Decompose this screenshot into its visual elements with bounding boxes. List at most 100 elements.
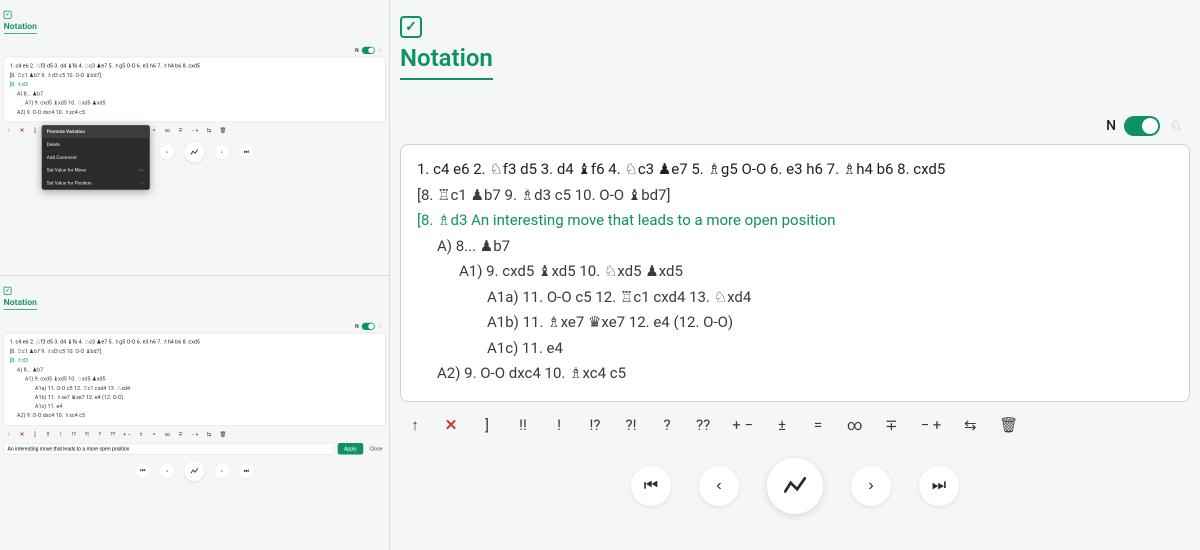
promote-icon[interactable]: ↑ <box>408 416 422 434</box>
anno-unclear[interactable]: ∞ <box>847 416 862 434</box>
anno-question[interactable]: ? <box>97 431 102 437</box>
anno-equal[interactable]: = <box>152 127 157 133</box>
anno-interesting[interactable]: !? <box>71 431 76 437</box>
first-button[interactable]: ⏮ <box>135 464 149 478</box>
variation-A1[interactable]: A1) 9. cxd5 ♝xd5 10. ♘xd5 ♟xd5 <box>10 98 380 107</box>
main-line[interactable]: 1. c4 e6 2. ♘f3 d5 3. d4 ♝f6 4. ♘c3 ♟e7 … <box>10 62 380 71</box>
promote-icon[interactable]: ↑ <box>6 431 11 437</box>
ctx-set-value-move[interactable]: Set Value for Move?! > <box>42 164 150 177</box>
anno-double-excl[interactable]: !! <box>45 431 50 437</box>
variation-A[interactable]: A) 8... ♟b7 <box>10 89 380 98</box>
anno-unclear[interactable]: ∞ <box>165 127 171 133</box>
toggle-label: N <box>355 324 359 330</box>
promote-icon[interactable]: ↑ <box>6 127 11 133</box>
variation-A[interactable]: A) 8... ♟b7 <box>10 365 380 374</box>
variation-A2[interactable]: A2) 9. O-O dxc4 10. ♗xc4 c5 <box>10 107 380 116</box>
last-button[interactable]: ⏭ <box>239 145 253 159</box>
anno-equal[interactable]: = <box>152 431 157 437</box>
anno-losing[interactable]: − + <box>191 431 198 437</box>
last-button[interactable]: ⏭ <box>919 466 959 506</box>
variation-A1c[interactable]: A1c) 11. e4 <box>417 336 1173 362</box>
variation-A2[interactable]: A2) 9. O-O dxc4 10. ♗xc4 c5 <box>10 411 380 420</box>
trash-icon[interactable]: 🗑 <box>219 127 226 133</box>
anno-losing[interactable]: − + <box>920 416 941 434</box>
prev-button[interactable]: ‹ <box>160 464 174 478</box>
anno-dubious[interactable]: ?! <box>84 431 89 437</box>
anno-winning[interactable]: + − <box>732 416 753 434</box>
variation-A1a[interactable]: A1a) 11. O-O c5 12. ♖c1 cxd4 13. ♘xd4 <box>10 383 380 392</box>
delete-icon[interactable]: ✕ <box>19 127 24 133</box>
delete-icon[interactable]: ✕ <box>444 416 458 434</box>
apply-button[interactable]: Apply <box>338 443 364 455</box>
close-button[interactable]: Close <box>367 443 386 455</box>
variation-A1b[interactable]: A1b) 11. ♗xe7 ♛xe7 12. e4 (12. O-O) <box>10 393 380 402</box>
toggle-label: N <box>1106 118 1116 134</box>
trash-icon[interactable]: 🗑 <box>219 431 226 437</box>
anno-plus-equal[interactable]: ± <box>139 431 144 437</box>
comment-editor: Apply Close <box>4 443 386 455</box>
toggle-label: N <box>355 48 359 54</box>
anno-excl[interactable]: ! <box>552 416 566 434</box>
anno-blunder[interactable]: ?? <box>110 431 115 437</box>
anno-losing[interactable]: − + <box>191 127 198 133</box>
anno-dubious[interactable]: ?! <box>624 416 638 434</box>
graph-button[interactable] <box>184 461 204 481</box>
anno-minus-equal[interactable]: ∓ <box>178 431 183 437</box>
anno-blunder[interactable]: ?? <box>696 416 710 434</box>
next-button[interactable]: › <box>215 464 229 478</box>
ctx-delete[interactable]: Delete› <box>42 138 150 151</box>
delete-icon[interactable]: ✕ <box>19 431 24 437</box>
graph-button[interactable] <box>184 142 204 162</box>
variation-A1b[interactable]: A1b) 11. ♗xe7 ♛xe7 12. e4 (12. O-O) <box>417 310 1173 336</box>
next-button[interactable]: › <box>851 466 891 506</box>
anno-winning[interactable]: + − <box>123 431 130 437</box>
anno-unclear[interactable]: ∞ <box>165 431 171 437</box>
anno-minus-equal[interactable]: ∓ <box>884 416 898 434</box>
close-bracket-icon[interactable]: ] <box>32 431 37 437</box>
variation-A1[interactable]: A1) 9. cxd5 ♝xd5 10. ♘xd5 ♟xd5 <box>417 259 1173 285</box>
variation-green[interactable]: [8. ♗d3 <box>10 356 380 365</box>
main-line[interactable]: 1. c4 e6 2. ♘f3 d5 3. d4 ♝f6 4. ♘c3 ♟e7 … <box>417 157 1173 183</box>
anno-swap[interactable]: ⇆ <box>963 416 977 434</box>
prev-button[interactable]: ‹ <box>699 466 739 506</box>
variation-A2[interactable]: A2) 9. O-O dxc4 10. ♗xc4 c5 <box>417 361 1173 387</box>
anno-interesting[interactable]: !? <box>588 416 602 434</box>
graph-button[interactable] <box>767 458 823 514</box>
anno-double-excl[interactable]: !! <box>516 416 530 434</box>
variation-green[interactable]: [8. ♗d3 An interesting move that leads t… <box>417 208 1173 234</box>
close-bracket-icon[interactable]: ] <box>32 127 37 133</box>
anno-plus-equal[interactable]: ± <box>775 416 789 434</box>
anno-excl[interactable]: ! <box>58 431 63 437</box>
variation-1[interactable]: [8. ♖c1 ♟b7 9. ♗d3 c5 10. O-O ♝bd7] <box>10 347 380 356</box>
figurine-toggle[interactable] <box>362 323 375 330</box>
ctx-promote-variation[interactable]: Promote Variation <box>42 125 150 138</box>
variation-1[interactable]: [8. ♖c1 ♟b7 9. ♗d3 c5 10. O-O ♝bd7] <box>10 71 380 80</box>
variation-A1[interactable]: A1) 9. cxd5 ♝xd5 10. ♘xd5 ♟xd5 <box>10 374 380 383</box>
variation-1[interactable]: [8. ♖c1 ♟b7 9. ♗d3 c5 10. O-O ♝bd7] <box>417 183 1173 209</box>
last-button[interactable]: ⏭ <box>239 464 253 478</box>
figurine-toggle[interactable] <box>1124 116 1160 136</box>
anno-equal[interactable]: = <box>811 416 825 434</box>
next-button[interactable]: › <box>215 145 229 159</box>
thumbnail-comment-editor[interactable]: ✓ Notation N ♘ 1. c4 e6 2. ♘f3 d5 3. d4 … <box>0 275 389 550</box>
variation-A1a[interactable]: A1a) 11. O-O c5 12. ♖c1 cxd4 13. ♘xd4 <box>417 285 1173 311</box>
close-bracket-icon[interactable]: ] <box>480 416 494 434</box>
trash-icon[interactable]: 🗑 <box>999 416 1018 434</box>
comment-input[interactable] <box>4 443 334 455</box>
first-button[interactable]: ⏮ <box>631 466 671 506</box>
annotation-toolbar: ↑ ✕ ] !! ! !? ?! ? ?? + − ± = ∞ ∓ − + ⇆ … <box>400 402 1190 440</box>
ctx-add-comment[interactable]: Add Comment <box>42 151 150 164</box>
variation-A[interactable]: A) 8... ♟b7 <box>417 234 1173 260</box>
figurine-toggle[interactable] <box>362 47 375 54</box>
thumbnail-context-menu[interactable]: ✓ Notation N ♘ 1. c4 e6 2. ♘f3 d5 3. d4 … <box>0 0 389 275</box>
variation-A1c[interactable]: A1c) 11. e4 <box>10 402 380 411</box>
page-title: Notation <box>4 297 37 310</box>
main-line[interactable]: 1. c4 e6 2. ♘f3 d5 3. d4 ♝f6 4. ♘c3 ♟e7 … <box>10 338 380 347</box>
anno-minus-equal[interactable]: ∓ <box>178 127 183 133</box>
anno-swap[interactable]: ⇆ <box>206 127 211 133</box>
anno-question[interactable]: ? <box>660 416 674 434</box>
ctx-set-value-position[interactable]: Set Value for Position= > <box>42 177 150 190</box>
variation-green[interactable]: [8. ♗d3 <box>10 80 380 89</box>
anno-swap[interactable]: ⇆ <box>206 431 211 437</box>
prev-button[interactable]: ‹ <box>160 145 174 159</box>
